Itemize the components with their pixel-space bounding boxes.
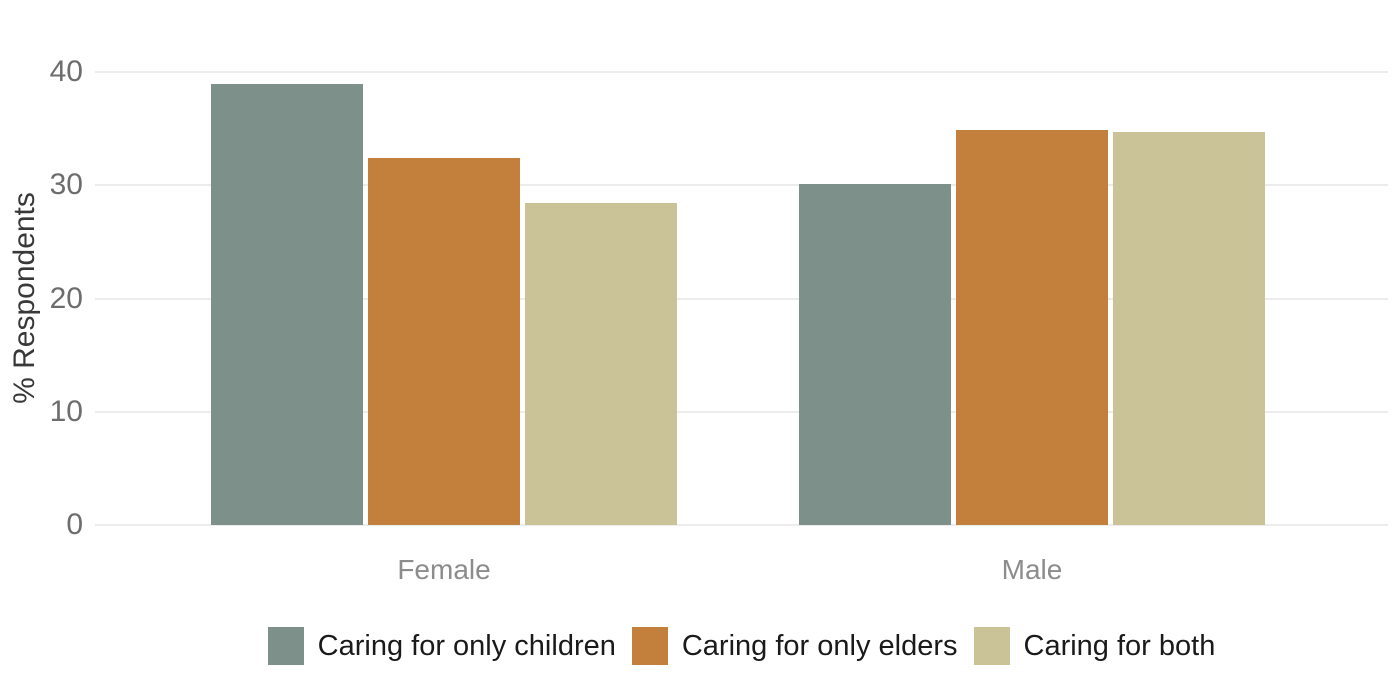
- y-tick-label-20: 20: [49, 281, 83, 315]
- gridline-y-10: [95, 410, 1388, 413]
- gridline-y-40: [95, 71, 1388, 73]
- legend-swatch-caring-for-only-children: [267, 627, 304, 665]
- legend-item-caring-for-only-elders: Caring for only elders: [631, 627, 958, 665]
- legend-label-caring-for-only-elders: Caring for only elders: [681, 629, 958, 662]
- category-label-female: Female: [397, 554, 491, 585]
- gridline-y-30: [95, 184, 1388, 187]
- bar-group-female: [211, 84, 677, 525]
- legend-item-caring-for-both: Caring for both: [973, 627, 1216, 665]
- category-label-male: Male: [1001, 554, 1063, 585]
- bar-male-caring-for-only-elders: [956, 129, 1108, 525]
- bar-female-caring-for-both: [525, 203, 677, 525]
- bar-female-caring-for-only-children: [211, 84, 363, 525]
- bar-female-caring-for-only-elders: [368, 158, 520, 525]
- legend-swatch-caring-for-both: [973, 627, 1010, 665]
- y-tick-label-40: 40: [49, 55, 83, 88]
- plot-area: [95, 71, 1388, 526]
- legend-swatch-caring-for-only-elders: [631, 627, 668, 665]
- bar-group-male: [799, 129, 1265, 525]
- gridline-y-20: [95, 297, 1388, 300]
- legend-label-caring-for-only-children: Caring for only children: [317, 629, 616, 662]
- legend: Caring for only children Caring for only …: [95, 627, 1388, 665]
- bar-male-caring-for-both: [1113, 132, 1265, 525]
- gridline-y-0: [95, 524, 1388, 526]
- y-tick-label-0: 0: [66, 508, 83, 541]
- legend-label-caring-for-both: Caring for both: [1023, 629, 1216, 662]
- bar-male-caring-for-only-children: [799, 184, 951, 525]
- y-tick-label-30: 30: [49, 168, 83, 202]
- legend-item-caring-for-only-children: Caring for only children: [267, 627, 616, 665]
- y-tick-label-10: 10: [49, 394, 83, 428]
